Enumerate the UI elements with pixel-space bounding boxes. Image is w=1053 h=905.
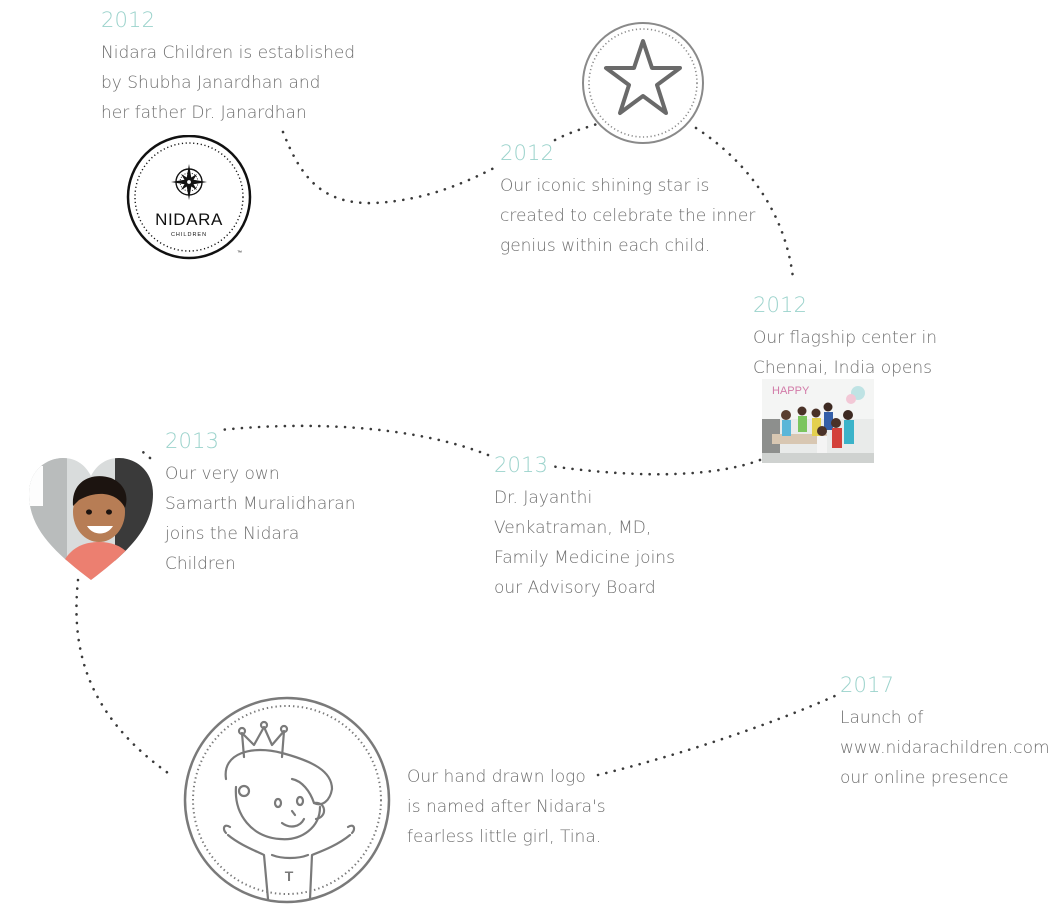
desc-line: Chennai, India opens: [753, 358, 933, 378]
desc-line: Our hand drawn logo: [407, 767, 586, 787]
event-year: 2012: [101, 8, 156, 32]
event-2012-established: 2012 Nidara Children is established by S…: [101, 8, 355, 128]
event-2013-samarth: 2013 Our very own Samarth Muralidharan j…: [165, 429, 355, 579]
event-description: Our flagship center in Chennai, India op…: [753, 323, 937, 383]
desc-line: genius within each child.: [500, 236, 711, 256]
desc-line: Our iconic shining star is: [500, 176, 710, 196]
event-description: Launch of www.nidarachildren.com our onl…: [840, 703, 1050, 793]
event-2013-advisory: 2013 Dr. Jayanthi Venkatraman, MD, Famil…: [494, 453, 675, 603]
desc-line: Children: [165, 554, 236, 574]
compass-icon: [171, 164, 207, 200]
desc-line: Nidara Children is established: [101, 43, 356, 63]
desc-line: Launch of: [840, 708, 924, 728]
desc-line: our online presence: [840, 768, 1009, 788]
event-2012-flagship: 2012 Our flagship center in Chennai, Ind…: [753, 293, 937, 383]
logo-wordmark: NIDARA: [155, 210, 223, 229]
desc-line: by Shubha Janardhan and: [101, 73, 321, 93]
event-2012-star: 2012 Our iconic shining star is created …: [500, 141, 755, 261]
event-description: Our very own Samarth Muralidharan joins …: [165, 459, 355, 579]
desc-line: her father Dr. Janardhan: [101, 103, 307, 123]
desc-line: Family Medicine joins: [494, 548, 675, 568]
event-description: Our hand drawn logo is named after Nidar…: [407, 762, 606, 852]
desc-line: www.nidarachildren.com: [840, 738, 1050, 758]
event-2017-launch: 2017 Launch of www.nidarachildren.com ou…: [840, 673, 1050, 793]
desc-line: our Advisory Board: [494, 578, 656, 598]
event-year: 2017: [840, 673, 895, 697]
event-year: 2013: [165, 429, 220, 453]
tina-logo: T: [183, 696, 391, 904]
desc-line: Samarth Muralidharan: [165, 494, 356, 514]
desc-line: Our flagship center in: [753, 328, 938, 348]
event-tina-logo: Our hand drawn logo is named after Nidar…: [407, 762, 606, 852]
event-year: 2012: [500, 141, 555, 165]
desc-line: fearless little girl, Tina.: [407, 827, 602, 847]
star-icon: [604, 39, 682, 115]
desc-line: joins the Nidara: [165, 524, 300, 544]
logo-tm: ™: [237, 250, 242, 256]
photo-banner-text: HAPPY: [772, 385, 810, 397]
desc-line: Venkatraman, MD,: [494, 518, 652, 538]
center-photo: HAPPY: [762, 379, 874, 463]
desc-line: created to celebrate the inner: [500, 206, 756, 226]
event-description: Nidara Children is established by Shubha…: [101, 38, 355, 128]
desc-line: Our very own: [165, 464, 280, 484]
event-description: Dr. Jayanthi Venkatraman, MD, Family Med…: [494, 483, 675, 603]
svg-text:T: T: [285, 868, 294, 884]
logo-subtext: CHILDREN: [171, 232, 207, 238]
desc-line: Dr. Jayanthi: [494, 488, 593, 508]
event-year: 2013: [494, 453, 549, 477]
heart-photo: [29, 458, 153, 580]
star-badge: [582, 22, 704, 144]
nidara-logo: NIDARA CHILDREN ™: [126, 135, 252, 260]
desc-line: is named after Nidara's: [407, 797, 606, 817]
event-year: 2012: [753, 293, 808, 317]
event-description: Our iconic shining star is created to ce…: [500, 171, 755, 261]
